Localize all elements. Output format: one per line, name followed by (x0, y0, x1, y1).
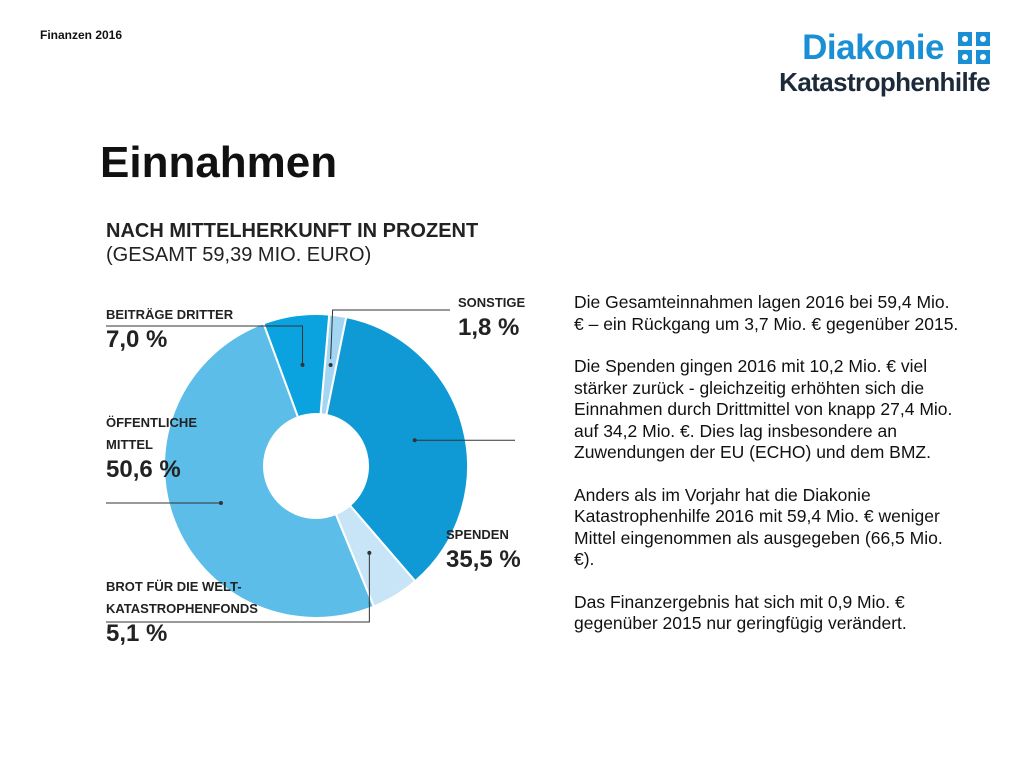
diakonie-logo: Diakonie Katastrophenhilfe (778, 28, 990, 97)
slice-label-beitraege-dritter: BEITRÄGE DRITTER (106, 307, 234, 322)
label-sonstige: SONSTIGE 1,8 % (458, 292, 525, 342)
leader-line-beitraege-dritter (106, 325, 304, 365)
leader-dot-brot-fuer-die-welt (367, 550, 372, 555)
paragraph: Die Spenden gingen 2016 mit 10,2 Mio. € … (574, 356, 953, 462)
leader-dot-beitraege-dritter (300, 362, 305, 367)
label-brot-fuer-die-welt: BROT FÜR DIE WELT- KATASTROPHENFONDS 5,1… (106, 576, 258, 648)
label-beitraege-dritter: BEITRÄGE DRITTER 7,0 % (106, 304, 233, 354)
slice-label-oeffentliche-mittel: ÖFFENTLICHE MITTEL (106, 415, 197, 452)
logo-title: Diakonie (802, 28, 944, 67)
diakonie-cross-icon (958, 32, 990, 64)
label-spenden: SPENDEN 35,5 % (446, 524, 521, 574)
slice-label-sonstige: SONSTIGE (458, 295, 526, 310)
body-text: Die Gesamteinnahmen lagen 2016 bei 59,4 … (574, 292, 964, 656)
paragraph: Anders als im Vorjahr hat die Diakonie K… (574, 484, 943, 570)
donut-slice-oeffentliche-mittel (163, 322, 376, 619)
chart-subheading: (GESAMT 59,39 MIO. EURO) (106, 244, 372, 266)
slice-value-brot-fuer-die-welt: 5,1 % (106, 620, 168, 647)
donut-slice-beitraege-dritter (262, 313, 331, 419)
label-oeffentliche-mittel: ÖFFENTLICHE MITTEL 50,6 % (106, 412, 197, 484)
page-title: Einnahmen (100, 138, 338, 187)
slice-value-sonstige: 1,8 % (458, 314, 520, 341)
slice-value-beitraege-dritter: 7,0 % (106, 326, 168, 353)
paragraph: Die Gesamteinnahmen lagen 2016 bei 59,4 … (574, 292, 959, 334)
logo-subtitle: Katastrophenhilfe (779, 67, 990, 97)
leader-line-brot-fuer-die-welt (106, 552, 370, 623)
leader-dot-sonstige (328, 363, 333, 368)
slice-label-brot-fuer-die-welt: BROT FÜR DIE WELT- KATASTROPHENFONDS (106, 579, 258, 616)
paragraph: Das Finanzergebnis hat sich mit 0,9 Mio.… (574, 591, 907, 634)
slice-label-spenden: SPENDEN (446, 527, 509, 542)
section-label: Finanzen 2016 (40, 28, 123, 42)
slice-value-spenden: 35,5 % (446, 546, 521, 573)
chart-heading: NACH MITTELHERKUNFT IN PROZENT (106, 220, 479, 242)
leader-line-sonstige (330, 309, 450, 360)
leader-dot-oeffentliche-mittel (218, 501, 223, 506)
donut-slice-spenden (325, 315, 469, 583)
slice-value-oeffentliche-mittel: 50,6 % (106, 456, 181, 483)
leader-dot-spenden (412, 438, 417, 443)
